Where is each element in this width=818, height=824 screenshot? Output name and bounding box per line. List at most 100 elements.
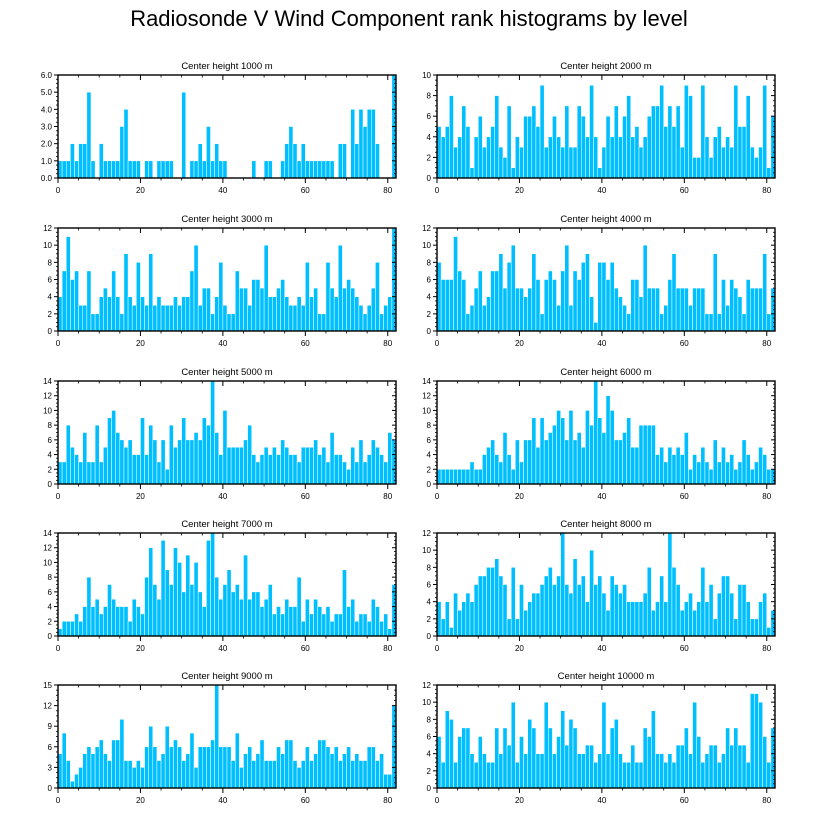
bar <box>197 143 203 179</box>
bar <box>486 762 491 789</box>
bar <box>272 613 277 637</box>
bar <box>107 584 112 637</box>
bar <box>519 461 524 485</box>
bar <box>552 584 557 637</box>
bar <box>333 296 339 332</box>
bar <box>366 305 372 332</box>
bar <box>618 439 623 485</box>
bar <box>440 469 446 485</box>
bar <box>284 446 290 485</box>
bar <box>754 461 759 485</box>
bar <box>593 322 599 332</box>
bar <box>136 160 141 179</box>
bar <box>465 592 471 637</box>
bar <box>634 762 640 789</box>
bar <box>564 244 570 332</box>
bar <box>131 598 137 637</box>
bar <box>679 610 685 637</box>
bar <box>115 606 121 637</box>
bar <box>543 146 549 179</box>
bar <box>465 313 471 332</box>
figure-title: Radiosonde V Wind Component rank histogr… <box>130 6 688 31</box>
y-tick-label: 14 <box>43 529 52 538</box>
y-tick-label: 4 <box>48 451 53 460</box>
bar <box>206 540 211 637</box>
bar <box>585 136 590 179</box>
bar <box>655 601 660 637</box>
bar <box>98 739 104 789</box>
bar <box>107 417 112 485</box>
x-tick-label: 40 <box>218 796 227 805</box>
bar <box>729 146 735 179</box>
panel-2: Center height 2000 m 0 2 4 6 8 10 0 20 40 60 80 <box>422 61 776 195</box>
bar <box>375 446 380 485</box>
bar <box>82 753 88 789</box>
bar <box>98 613 104 637</box>
bar <box>477 575 483 637</box>
bar <box>560 532 566 637</box>
bar <box>305 160 310 179</box>
bar <box>284 296 290 332</box>
bar <box>729 454 735 485</box>
bar <box>585 253 590 332</box>
bar <box>440 279 446 332</box>
bar <box>477 469 483 485</box>
bar <box>490 270 495 332</box>
bar <box>531 105 537 179</box>
bar <box>70 279 75 332</box>
bar <box>98 296 104 332</box>
bar <box>325 160 331 179</box>
bar <box>523 115 528 179</box>
bar <box>127 160 133 179</box>
bar <box>473 469 479 485</box>
bar <box>366 454 372 485</box>
bar <box>226 313 232 332</box>
y-tick-label: 0 <box>48 480 53 489</box>
bar <box>506 454 512 485</box>
bar <box>239 287 244 332</box>
x-tick-label: 80 <box>762 186 771 195</box>
bar <box>202 746 207 789</box>
bar <box>531 253 537 332</box>
bar <box>263 598 269 637</box>
bar <box>684 287 689 332</box>
y-tick-label: 6.0 <box>41 71 53 80</box>
bar <box>486 296 491 332</box>
bar <box>684 601 689 637</box>
x-tick-label: 20 <box>136 186 145 195</box>
x-tick-label: 60 <box>301 339 310 348</box>
bar <box>292 606 298 637</box>
bar <box>300 305 306 332</box>
bar <box>754 693 759 789</box>
bar <box>708 469 714 485</box>
y-tick-label: 8 <box>427 563 432 572</box>
bar <box>251 760 257 789</box>
bar <box>115 739 121 789</box>
bar <box>704 461 710 485</box>
bar <box>350 598 356 637</box>
bar <box>675 105 681 179</box>
bar <box>276 606 281 637</box>
bar <box>449 279 454 332</box>
bar <box>230 446 236 485</box>
bar <box>712 253 718 332</box>
y-tick-label: 4 <box>427 293 432 302</box>
bar <box>358 305 364 332</box>
bar <box>597 167 603 179</box>
bar <box>107 760 112 789</box>
bar <box>609 727 615 789</box>
bar <box>585 410 590 485</box>
bar <box>61 732 67 789</box>
panel-title: Center height 4000 m <box>560 214 651 225</box>
bar <box>758 601 763 637</box>
bar <box>717 126 722 179</box>
bar <box>90 313 96 332</box>
bar <box>218 454 224 485</box>
x-tick-label: 80 <box>383 644 392 653</box>
bar <box>346 279 351 332</box>
bar <box>300 621 306 637</box>
bar <box>721 279 726 332</box>
bar <box>276 287 281 332</box>
bar <box>321 446 327 485</box>
bar <box>510 469 516 485</box>
